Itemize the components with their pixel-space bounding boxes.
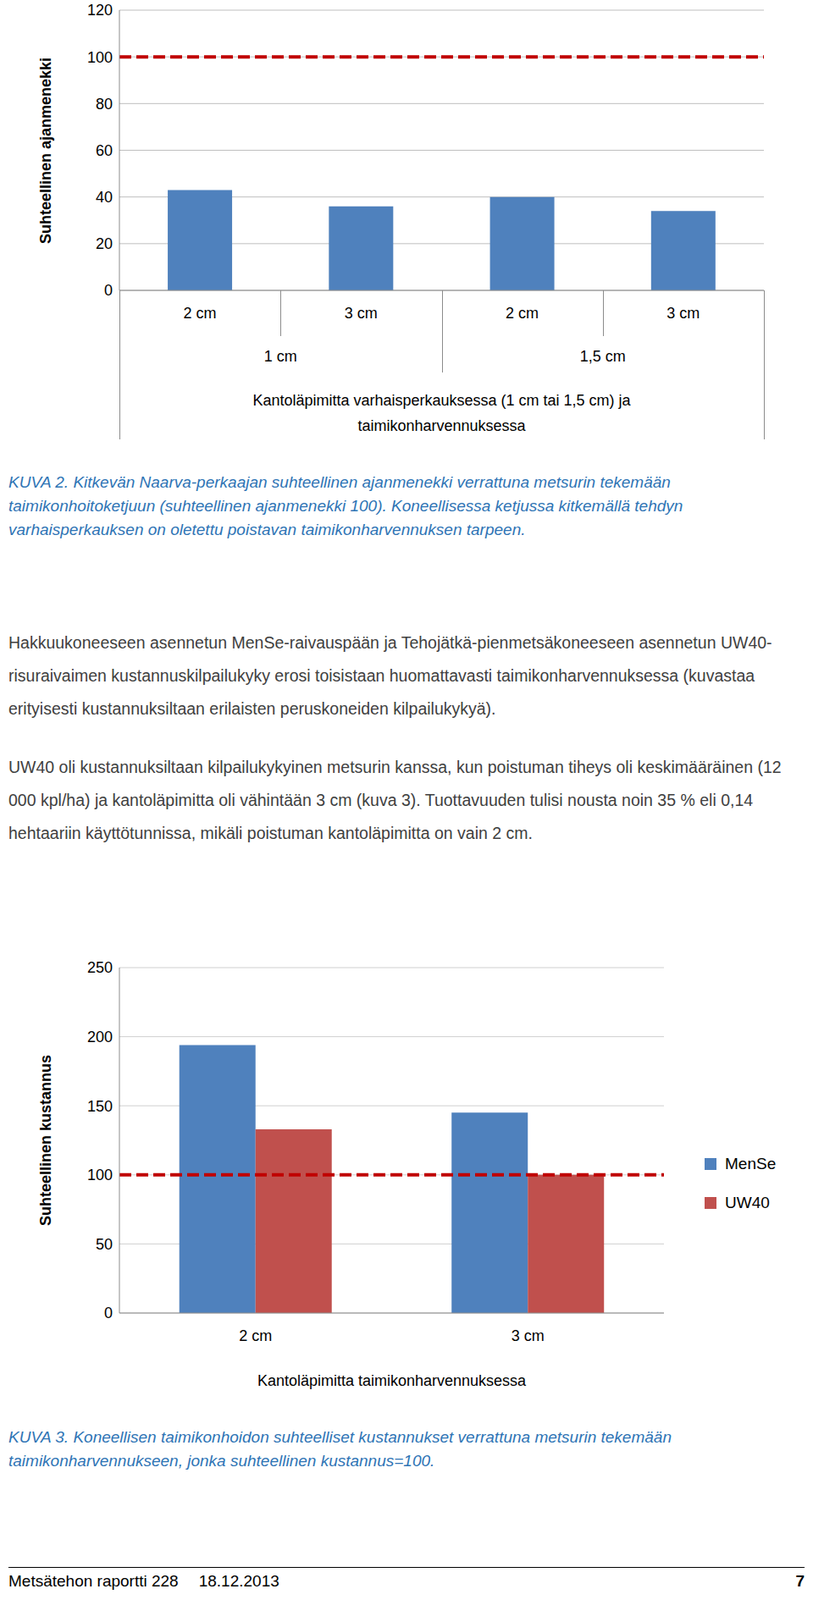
html-text:18.12.2013: 18.12.2013 (198, 1572, 280, 1591)
html-text:KUVA 2. Kitkevän Naarva-perkaa: KUVA 2. Kitkevän Naarva-perkaajan suhtee… (8, 473, 683, 539)
html-text:1,5 cm: 1,5 cm (579, 348, 626, 366)
html-text:Kantoläpimitta taimikonharvenn: Kantoläpimitta taimikonharvennuksessa (257, 1372, 526, 1390)
html-text:KUVA 3. Koneellisen taimikonho: KUVA 3. Koneellisen taimikonhoidon suhte… (8, 1428, 672, 1471)
html-text:Suhteellinen ajanmenekki: Suhteellinen ajanmenekki (36, 57, 54, 244)
svg-text:200: 200 (87, 1028, 113, 1046)
html-text:Hakkuukoneeseen asennetun MenS: Hakkuukoneeseen asennetun MenSe-raivausp… (8, 633, 773, 719)
svg-text:100: 100 (87, 49, 113, 67)
svg-text:3 cm: 3 cm (666, 304, 700, 322)
svg-text:20: 20 (95, 235, 113, 253)
svg-text:3 cm: 3 cm (344, 304, 378, 322)
svg-text:0: 0 (104, 1305, 113, 1322)
svg-text:40: 40 (95, 188, 113, 206)
html-text:Kantoläpimitta varhaisperkauks: Kantoläpimitta varhaisperkauksessa (1 cm… (252, 392, 631, 435)
html-text:Suhteellinen kustannus: Suhteellinen kustannus (36, 1055, 54, 1227)
html-text:Metsätehon raportti 228: Metsätehon raportti 228 (8, 1572, 179, 1591)
html-text:UW40: UW40 (724, 1194, 770, 1212)
html-text:UW40 oli kustannuksiltaan kilp: UW40 oli kustannuksiltaan kilpailukykyin… (8, 757, 782, 843)
svg-text:80: 80 (95, 95, 113, 113)
svg-text:120: 120 (87, 1, 113, 19)
svg-text:2 cm: 2 cm (238, 1327, 272, 1345)
html-text:1 cm: 1 cm (263, 348, 298, 366)
svg-text:50: 50 (95, 1236, 113, 1254)
svg-text:250: 250 (87, 959, 113, 977)
svg-text:3 cm: 3 cm (511, 1327, 545, 1345)
svg-text:150: 150 (87, 1098, 113, 1116)
svg-text:2 cm: 2 cm (505, 304, 539, 322)
svg-text:2 cm: 2 cm (183, 304, 217, 322)
html-text:7: 7 (795, 1572, 805, 1591)
svg-text:60: 60 (95, 142, 113, 160)
svg-text:100: 100 (87, 1166, 113, 1184)
svg-text:0: 0 (104, 282, 113, 299)
html-text:MenSe: MenSe (724, 1155, 776, 1173)
